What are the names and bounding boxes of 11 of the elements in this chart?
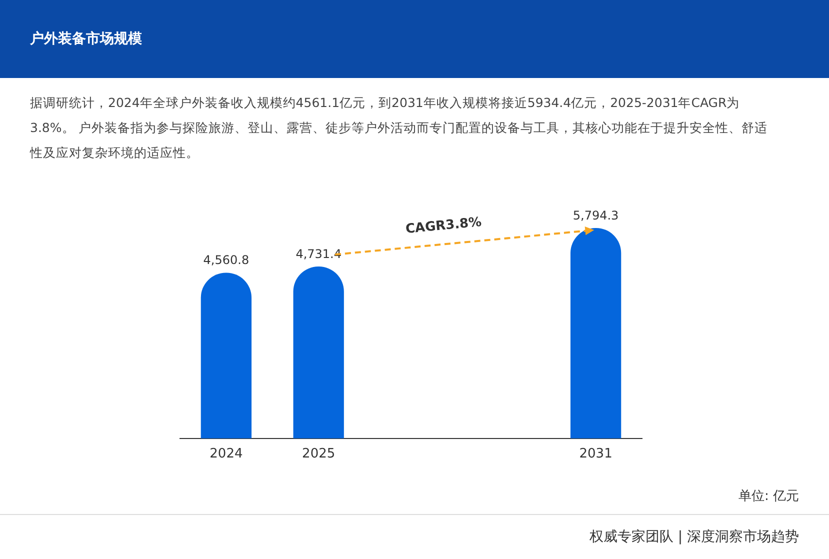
x-tick-label: 2024 bbox=[210, 446, 243, 462]
text: 单位: 亿元 bbox=[738, 488, 799, 505]
x-tick-label: 2031 bbox=[579, 446, 612, 462]
x-tick-label: 2025 bbox=[302, 446, 336, 462]
chart-subtitle: 据调研统计，2024年全球户外装备收入规模约4561.1亿元，到2031年收入规模将接近5934.4亿元，2025-2031年CAGR为3.8%。 户外装备指为参与探险旅游、登山、露营、徒步等户外活动而专门配置的设备与工具，其核心功能在于提升安全性、舒适性及应对复杂环境的适应性。 bbox=[30, 94, 769, 162]
data-label: 4,560.8 bbox=[203, 253, 250, 268]
data-label: 5,794.3 bbox=[572, 208, 619, 222]
annotation: CAGR3.8% bbox=[404, 214, 482, 238]
text: 权威专家团队 | 深度洞察市场趋势 bbox=[589, 528, 799, 546]
data-label: 4,731.4 bbox=[296, 247, 342, 262]
chart-title: 户外装备市场规模 bbox=[30, 30, 142, 48]
